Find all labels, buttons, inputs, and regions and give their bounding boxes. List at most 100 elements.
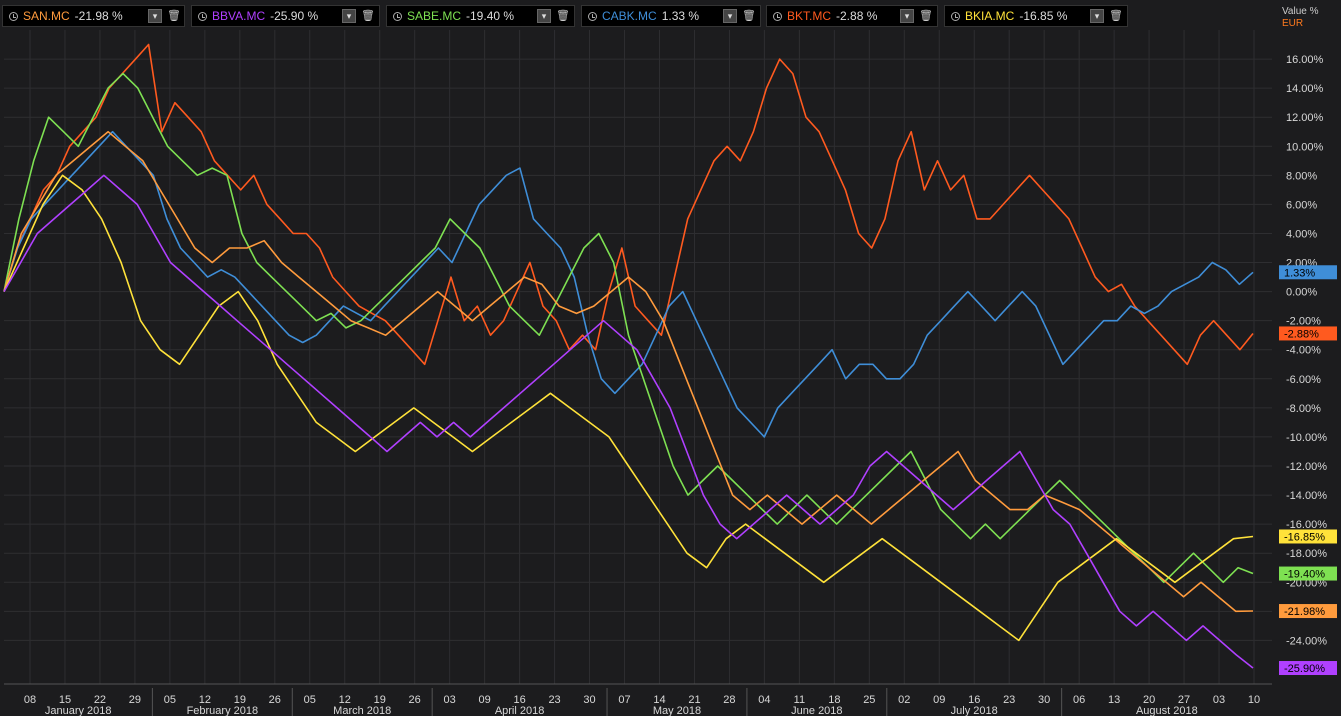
month-label: August 2018 [1136,705,1198,716]
x-tick-label: 30 [583,694,595,706]
x-tick-label: 09 [479,694,491,706]
y-tick-label: -8.00% [1286,403,1321,415]
y-tick-label: -18.00% [1286,548,1327,560]
series-tab[interactable]: CABK.MC 1.33 % ▾ 🗑 [581,5,761,27]
series-tab[interactable]: BKT.MC -2.88 % ▾ 🗑 [766,5,938,27]
last-value-label: -16.85% [1284,531,1325,543]
x-tick-label: 25 [863,694,875,706]
unit-label: Value % [1282,6,1319,17]
x-tick-label: 26 [269,694,281,706]
x-tick-label: 05 [304,694,316,706]
plot-area [4,30,1272,684]
y-tick-label: 8.00% [1286,170,1317,182]
y-tick-label: 0.00% [1286,287,1317,299]
chevron-down-icon[interactable]: ▾ [900,9,914,23]
trash-icon[interactable]: 🗑 [1109,10,1123,22]
series-symbol: CABK.MC [602,9,657,23]
trash-icon[interactable]: 🗑 [167,10,181,22]
y-tick-label: -16.00% [1286,519,1327,531]
series-symbol: BKT.MC [787,9,832,23]
x-tick-label: 20 [1143,694,1155,706]
series-line [3,130,1254,438]
y-tick-label: -24.00% [1286,635,1327,647]
x-tick-label: 30 [1038,694,1050,706]
x-tick-label: 02 [898,694,910,706]
x-tick-label: 03 [1213,694,1225,706]
x-tick-label: 08 [24,694,36,706]
clock-icon [9,11,18,21]
series-symbol: SAN.MC [23,9,70,23]
x-tick-label: 12 [199,694,211,706]
x-tick-label: 19 [234,694,246,706]
series-tab[interactable]: BKIA.MC -16.85 % ▾ 🗑 [944,5,1128,27]
currency-label: EUR [1282,18,1304,29]
series-change: -19.40 % [466,9,515,23]
x-tick-label: 10 [1248,694,1260,706]
month-label: May 2018 [653,705,701,716]
chevron-down-icon[interactable]: ▾ [342,9,356,23]
chevron-down-icon[interactable]: ▾ [148,9,162,23]
x-tick-label: 29 [129,694,141,706]
month-label: March 2018 [333,705,391,716]
y-tick-label: 14.00% [1286,83,1324,95]
last-value-badge [1279,265,1337,280]
y-tick-label: -4.00% [1286,345,1321,357]
trash-icon[interactable]: 🗑 [742,10,756,22]
last-value-label: -2.88% [1284,328,1319,340]
y-tick-label: -6.00% [1286,374,1321,386]
x-tick-label: 16 [513,694,525,706]
x-tick-label: 06 [1073,694,1085,706]
x-tick-label: 11 [794,694,805,706]
x-tick-label: 23 [1003,694,1015,706]
x-tick-label: 07 [618,694,630,706]
y-tick-label: 4.00% [1286,228,1317,240]
y-tick-label: -14.00% [1286,490,1327,502]
x-tick-label: 09 [933,694,945,706]
clock-icon [773,11,782,21]
series-symbol: SABE.MC [407,9,462,23]
series-symbol: BKIA.MC [965,9,1015,23]
x-tick-label: 13 [1108,694,1120,706]
x-tick-label: 23 [548,694,560,706]
trash-icon[interactable]: 🗑 [361,10,375,22]
month-label: June 2018 [791,705,842,716]
series-change: -25.90 % [270,9,319,23]
month-label: January 2018 [45,705,112,716]
clock-icon [393,11,402,21]
series-change: -2.88 % [836,9,878,23]
clock-icon [198,11,207,21]
chevron-down-icon[interactable]: ▾ [723,9,737,23]
last-value-badge [1279,566,1337,581]
clock-icon [588,11,597,21]
series-tab[interactable]: BBVA.MC -25.90 % ▾ 🗑 [191,5,380,27]
chevron-down-icon[interactable]: ▾ [1090,9,1104,23]
y-tick-label: 10.00% [1286,141,1324,153]
trash-icon[interactable]: 🗑 [556,10,570,22]
chevron-down-icon[interactable]: ▾ [537,9,551,23]
series-change: 1.33 % [661,9,700,23]
last-value-badge [1279,326,1337,341]
month-label: April 2018 [495,705,545,716]
series-line [3,174,1254,669]
month-label: February 2018 [187,705,259,716]
y-tick-label: -2.00% [1286,316,1321,328]
x-tick-label: 16 [968,694,980,706]
x-tick-label: 27 [1178,694,1190,706]
series-line [3,174,1254,642]
last-value-label: -21.98% [1284,606,1325,618]
month-label: July 2018 [951,705,998,716]
x-tick-label: 18 [828,694,840,706]
y-tick-label: 16.00% [1286,54,1324,66]
y-tick-label: 12.00% [1286,112,1324,124]
series-tab[interactable]: SAN.MC -21.98 % ▾ 🗑 [2,5,185,27]
last-value-label: -25.90% [1284,663,1325,675]
clock-icon [951,11,960,21]
last-value-badge [1279,661,1337,676]
x-tick-label: 26 [409,694,421,706]
x-tick-label: 14 [653,694,665,706]
x-tick-label: 04 [758,694,770,706]
trash-icon[interactable]: 🗑 [919,10,933,22]
series-tab[interactable]: SABE.MC -19.40 % ▾ 🗑 [386,5,575,27]
series-change: -21.98 % [74,9,123,23]
